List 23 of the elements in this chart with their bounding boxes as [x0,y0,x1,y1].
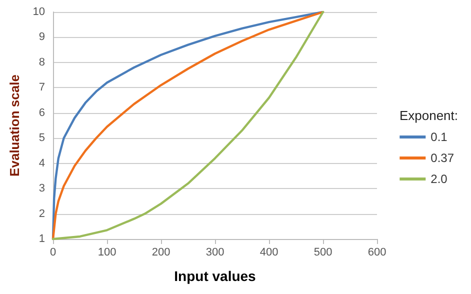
x-tick-label: 100 [98,246,116,258]
x-tick-label: 600 [368,246,386,258]
y-tick-label: 7 [38,82,45,94]
legend-label: 0.1 [430,130,448,144]
y-tick-label: 6 [38,106,45,119]
x-tick-label: 400 [260,246,278,258]
y-tick-label: 4 [38,157,45,170]
legend-title: Exponent: [399,108,458,123]
y-tick-label: 5 [38,132,45,144]
x-tick-label: 500 [314,246,332,258]
x-tick-label: 300 [206,246,224,258]
y-tick-label: 9 [38,31,45,44]
x-tick-label: 200 [152,246,170,258]
y-tick-label: 3 [38,182,45,195]
y-tick-label: 2 [38,208,45,220]
x-tick-label: 0 [50,246,56,258]
x-axis-title: Input values [174,268,256,284]
y-tick-label: 8 [38,56,45,68]
legend-label: 2.0 [430,172,448,186]
y-tick-label: 1 [38,233,45,245]
legend-label: 0.37 [430,151,454,165]
y-axis-title: Evaluation scale [7,74,22,176]
y-tick-label: 10 [32,6,45,18]
